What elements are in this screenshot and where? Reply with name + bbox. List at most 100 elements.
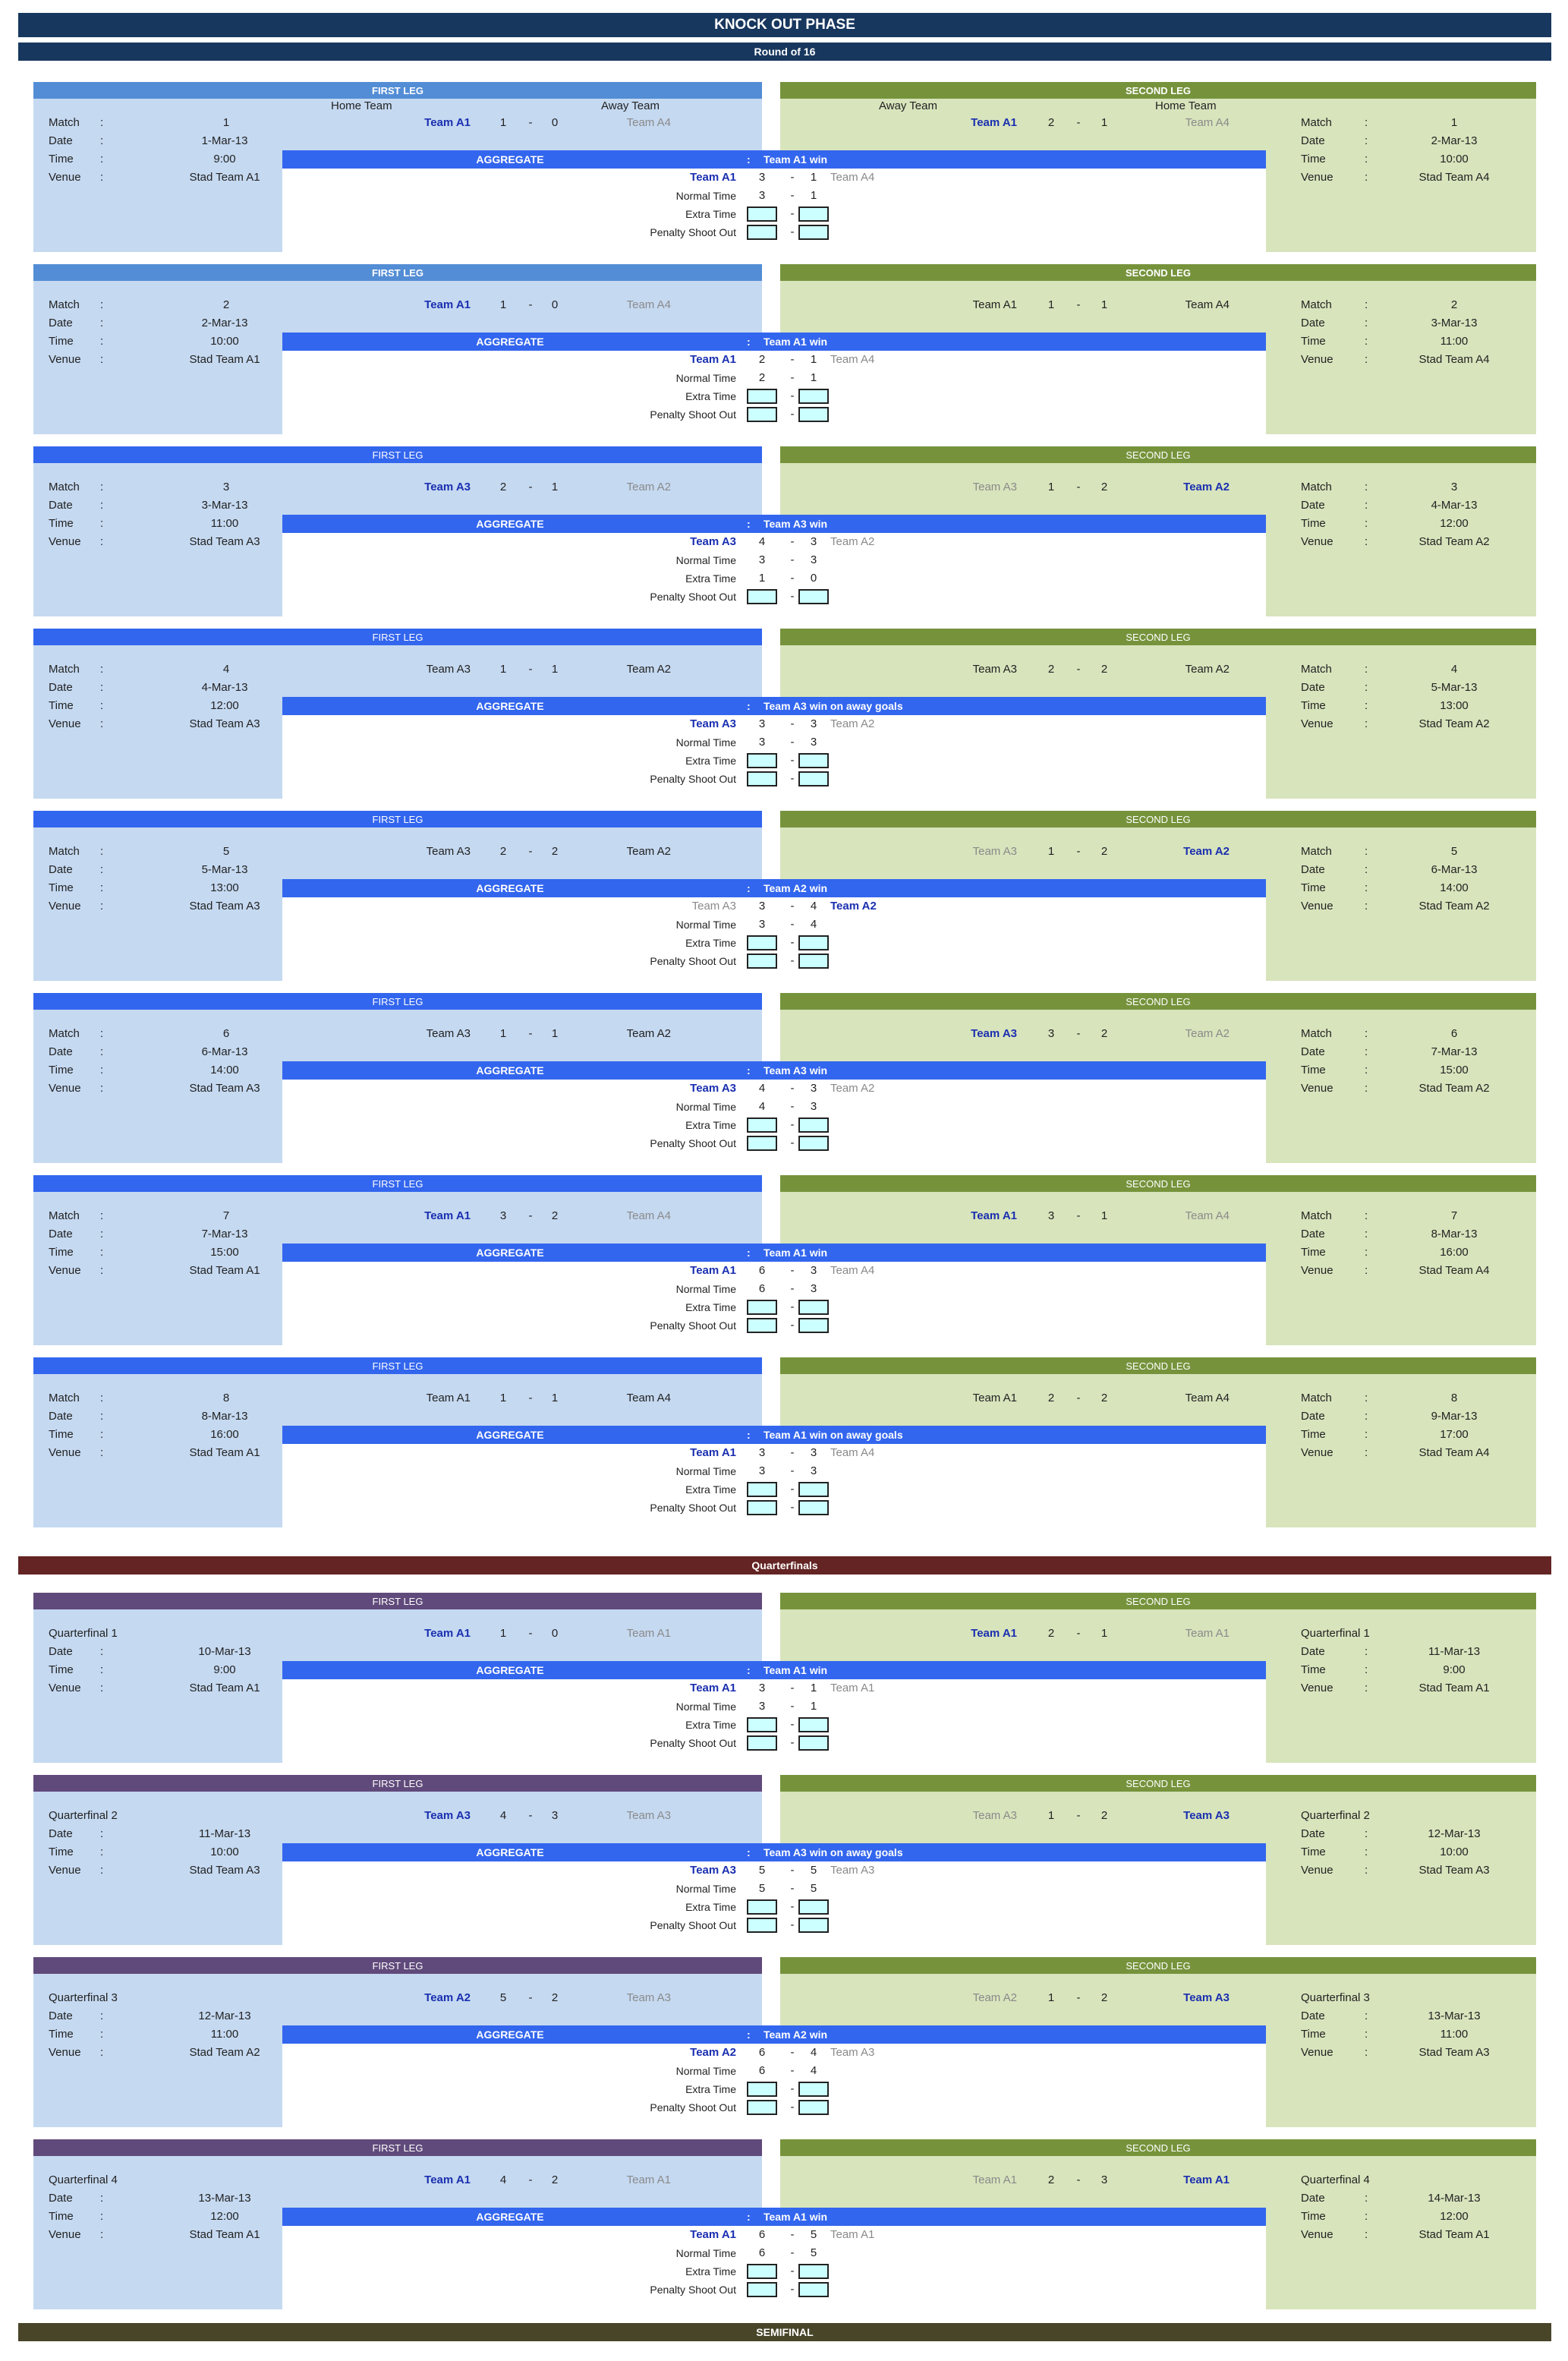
colon: :	[100, 1027, 104, 1040]
penalty-input-2[interactable]	[798, 407, 829, 422]
second-leg-date: 8-Mar-13	[1431, 1228, 1478, 1240]
extra-time-input-2[interactable]	[798, 753, 829, 768]
extra-time-input-2[interactable]	[798, 1482, 829, 1497]
penalty-input-1[interactable]	[747, 1136, 777, 1151]
colon: :	[1365, 881, 1368, 894]
aggregate-score-2: 3	[810, 535, 817, 548]
second-leg-home-score: 2	[1100, 1392, 1108, 1404]
normal-time-label: Normal Time	[675, 372, 736, 384]
penalty-input-1[interactable]	[747, 225, 777, 240]
second-leg-home-score: 1	[1100, 116, 1108, 129]
first-leg-date: 11-Mar-13	[198, 1827, 251, 1840]
extra-time-input-2[interactable]	[798, 1717, 829, 1732]
aggregate-team-2: Team A2	[830, 717, 875, 730]
penalty-input-1[interactable]	[747, 771, 777, 786]
penalty-input-2[interactable]	[798, 2282, 829, 2297]
extra-time-input-1[interactable]	[747, 1482, 777, 1497]
penalty-input-1[interactable]	[747, 407, 777, 422]
extra-time-input-2[interactable]	[798, 2082, 829, 2097]
first-leg-date: 3-Mar-13	[201, 499, 248, 512]
penalty-input-1[interactable]	[747, 1500, 777, 1515]
penalty-input-1[interactable]	[747, 1918, 777, 1933]
extra-time-input-1[interactable]	[747, 1117, 777, 1133]
second-leg-time-label: Time	[1301, 699, 1326, 712]
score-dash: -	[790, 2064, 795, 2077]
penalty-input-1[interactable]	[747, 1735, 777, 1751]
penalty-input-2[interactable]	[798, 1318, 829, 1333]
second-leg-date-label: Date	[1301, 1645, 1325, 1658]
aggregate-score-1: 3	[758, 1446, 766, 1459]
first-leg-header: FIRST LEG	[33, 2139, 762, 2156]
penalty-input-1[interactable]	[747, 2282, 777, 2297]
extra-time-input-2[interactable]	[798, 1117, 829, 1133]
first-leg-header: FIRST LEG	[33, 1775, 762, 1792]
second-leg-venue: Stad Team A3	[1418, 2046, 1490, 2059]
colon: :	[1365, 1027, 1368, 1040]
aggregate-label: AGGREGATE	[476, 518, 544, 530]
penalty-input-2[interactable]	[798, 1918, 829, 1933]
score-dash: -	[790, 1446, 795, 1459]
extra-time-input-1[interactable]	[747, 1717, 777, 1732]
penalty-input-2[interactable]	[798, 2100, 829, 2115]
first-leg-home-team: Team A2	[424, 1991, 471, 2004]
second-leg-date-label: Date	[1301, 499, 1325, 512]
penalty-input-2[interactable]	[798, 1500, 829, 1515]
penalty-input-2[interactable]	[798, 225, 829, 240]
aggregate-result: Team A2 win	[764, 2028, 828, 2041]
first-leg-match-number: 6	[222, 1027, 230, 1040]
penalty-input-2[interactable]	[798, 954, 829, 969]
first-leg-match-label: Quarterfinal 1	[49, 1627, 118, 1640]
extra-time-input-1[interactable]	[747, 206, 777, 222]
penalty-input-2[interactable]	[798, 771, 829, 786]
second-leg-header: SECOND LEG	[780, 629, 1536, 645]
extra-time-input-1[interactable]	[747, 2264, 777, 2279]
score-dash: -	[790, 535, 795, 548]
second-leg-venue: Stad Team A2	[1418, 1082, 1490, 1095]
extra-time-input-1[interactable]	[747, 1300, 777, 1315]
colon: :	[100, 1209, 104, 1222]
second-leg-home-team: Team A4	[1185, 1392, 1230, 1404]
normal-time-score-2: 5	[810, 1882, 817, 1895]
extra-time-input-1[interactable]	[747, 2082, 777, 2097]
score-dash: -	[790, 754, 795, 767]
penalty-input-2[interactable]	[798, 1735, 829, 1751]
extra-time-input-2[interactable]	[798, 389, 829, 404]
normal-time-score-1: 3	[758, 918, 766, 931]
penalty-input-2[interactable]	[798, 1136, 829, 1151]
second-leg-date: 4-Mar-13	[1431, 499, 1478, 512]
colon: :	[100, 2210, 104, 2223]
first-leg-date-label: Date	[49, 2010, 73, 2022]
aggregate-score-2: 1	[810, 171, 817, 184]
first-leg-time: 15:00	[210, 1246, 239, 1259]
score-dash: -	[790, 590, 795, 603]
first-leg-home-team: Team A1	[424, 116, 471, 129]
colon: :	[1365, 481, 1368, 493]
penalty-input-1[interactable]	[747, 2100, 777, 2115]
colon: :	[1365, 134, 1368, 147]
penalty-input-1[interactable]	[747, 954, 777, 969]
second-leg-venue-label: Venue	[1301, 353, 1333, 366]
extra-time-input-1[interactable]	[747, 389, 777, 404]
extra-time-input-2[interactable]	[798, 1899, 829, 1915]
score-dash: -	[790, 572, 795, 585]
extra-time-input-2[interactable]	[798, 2264, 829, 2279]
penalty-input-1[interactable]	[747, 1318, 777, 1333]
extra-time-input-1[interactable]	[747, 1899, 777, 1915]
colon: :	[100, 845, 104, 858]
second-leg-away-score: 2	[1047, 1392, 1055, 1404]
second-leg-time-label: Time	[1301, 517, 1326, 530]
score-dash: -	[790, 1718, 795, 1731]
second-leg-away-score: 2	[1047, 663, 1055, 676]
second-leg-time-label: Time	[1301, 1246, 1326, 1259]
colon: :	[1365, 863, 1368, 876]
penalty-input-2[interactable]	[798, 589, 829, 604]
extra-time-input-2[interactable]	[798, 1300, 829, 1315]
second-leg-time-label: Time	[1301, 2210, 1326, 2223]
first-leg-time-label: Time	[49, 1246, 74, 1259]
penalty-input-1[interactable]	[747, 589, 777, 604]
extra-time-input-2[interactable]	[798, 935, 829, 950]
extra-time-input-1[interactable]	[747, 753, 777, 768]
aggregate-score-2: 1	[810, 1682, 817, 1694]
extra-time-input-1[interactable]	[747, 935, 777, 950]
extra-time-input-2[interactable]	[798, 206, 829, 222]
